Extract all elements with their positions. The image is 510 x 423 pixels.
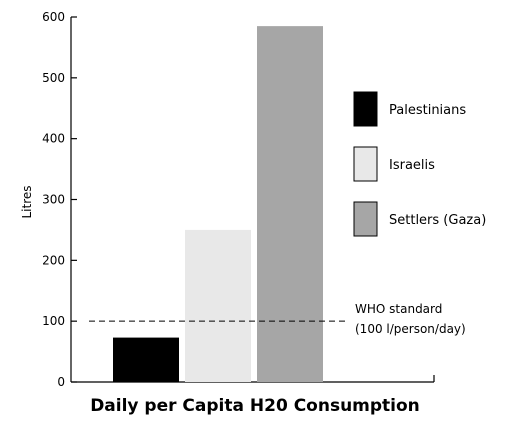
bar-israelis: [185, 229, 251, 382]
legend-swatch: [353, 201, 378, 237]
legend-label: Settlers (Gaza): [389, 213, 486, 228]
y-tick-label: 400: [42, 132, 65, 146]
y-tick-label: 500: [42, 71, 65, 85]
bar-settlers-gaza: [257, 26, 323, 382]
bar-palestinians: [113, 337, 179, 382]
reference-line-group: WHO standard (100 l/person/day): [89, 302, 466, 336]
legend-swatch: [353, 91, 378, 127]
legend: Palestinians Israelis Settlers (Gaza): [353, 91, 486, 237]
y-tick-label: 0: [57, 375, 65, 389]
y-tick-label: 100: [42, 314, 65, 328]
legend-label: Palestinians: [389, 103, 466, 118]
y-tick-label: 300: [42, 193, 65, 207]
chart-svg: 0 100 200 300 400 500 600 WHO standard (100 l/p…: [20, 10, 486, 389]
bars: [113, 26, 323, 382]
legend-swatch: [353, 146, 378, 182]
y-axis-label: Litres: [20, 185, 34, 218]
legend-label: Israelis: [389, 158, 435, 173]
who-standard-sublabel: (100 l/person/day): [355, 322, 466, 336]
y-tick-label: 200: [42, 253, 65, 267]
chart-title: Daily per Capita H20 Consumption: [90, 396, 420, 416]
y-tick-label: 600: [42, 10, 65, 24]
who-standard-label: WHO standard: [355, 302, 442, 316]
